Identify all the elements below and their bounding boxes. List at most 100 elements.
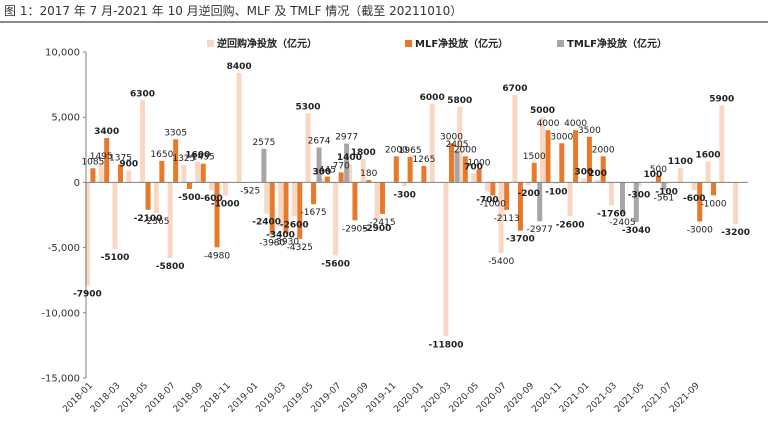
- bar: [636, 182, 642, 187]
- data-label: -300: [628, 190, 651, 200]
- data-label: -100: [545, 188, 568, 198]
- bar: [650, 181, 656, 183]
- data-label: -2600: [556, 220, 585, 230]
- bar: [540, 117, 546, 183]
- data-label: 3000: [440, 132, 463, 142]
- data-label: 6000: [420, 93, 445, 103]
- bar: [366, 180, 372, 183]
- data-label: -2900: [363, 224, 392, 234]
- data-label: 1600: [695, 151, 720, 161]
- bar: [98, 162, 104, 183]
- data-label: 2000: [385, 145, 408, 155]
- bar: [595, 179, 601, 183]
- bar: [264, 182, 270, 214]
- data-label: -2100: [134, 214, 163, 224]
- data-label: 3305: [164, 128, 187, 138]
- bar: [454, 151, 460, 183]
- bar: [338, 172, 344, 183]
- bar: [421, 165, 427, 183]
- bar: [305, 113, 311, 183]
- data-label: -5800: [156, 262, 185, 272]
- legend-label: MLF净投放（亿元）: [415, 37, 508, 50]
- bar: [140, 100, 146, 183]
- bar: [297, 182, 303, 239]
- data-label: 2405: [446, 140, 469, 150]
- x-tick-label: 2021-09: [668, 381, 702, 415]
- bar: [291, 182, 297, 217]
- bar: [222, 182, 228, 196]
- data-label: 3500: [578, 126, 601, 136]
- data-label: 5900: [709, 94, 734, 104]
- bar: [360, 158, 366, 183]
- bar: [567, 182, 573, 217]
- bar: [316, 147, 322, 183]
- bar: [261, 148, 267, 183]
- data-label: -3040: [622, 226, 651, 236]
- bar: [104, 138, 110, 183]
- data-label: -3700: [506, 235, 535, 245]
- bar: [181, 165, 187, 183]
- data-label: 445: [319, 166, 336, 176]
- data-label: -3000: [687, 226, 713, 236]
- bar: [126, 170, 132, 183]
- bar: [195, 161, 201, 183]
- bar: [498, 182, 504, 253]
- data-label: 1265: [412, 155, 435, 165]
- data-label: -2365: [143, 217, 169, 227]
- bar: [402, 182, 408, 187]
- data-label: -3980: [259, 238, 285, 248]
- bar: [633, 182, 639, 223]
- data-label: 1325: [172, 154, 195, 164]
- data-label: 300: [312, 167, 331, 177]
- data-label: 1400: [337, 153, 362, 163]
- legend-label: 逆回购净投放（亿元）: [217, 37, 317, 50]
- data-label: 300: [575, 167, 594, 177]
- y-tick-label: -10,000: [41, 308, 80, 319]
- bar: [608, 182, 614, 206]
- bar: [457, 106, 463, 183]
- data-label: 2000: [592, 145, 615, 155]
- bar: [600, 156, 606, 183]
- data-label: 5000: [530, 106, 555, 116]
- data-label: 3400: [94, 127, 119, 137]
- data-label: -3400: [266, 231, 295, 241]
- data-label: -5: [240, 186, 249, 196]
- bar: [581, 178, 587, 183]
- bar: [573, 130, 579, 183]
- data-label: -2113: [494, 214, 520, 224]
- legend: 逆回购净投放（亿元） MLF净投放（亿元） TMLF净投放（亿元）: [207, 37, 667, 50]
- legend-swatch: [207, 40, 214, 47]
- data-label: -2905: [342, 224, 368, 234]
- bar: [429, 104, 435, 183]
- bar: [711, 182, 717, 196]
- bar: [277, 182, 283, 227]
- bar: [209, 182, 215, 191]
- data-label: 1495: [90, 152, 113, 162]
- bar: [517, 182, 523, 231]
- bar: [531, 162, 537, 183]
- data-label: 1650: [150, 150, 173, 160]
- bar: [374, 182, 380, 221]
- data-label: 6700: [502, 84, 527, 94]
- data-label: -5600: [321, 259, 350, 269]
- bar: [333, 182, 339, 256]
- data-label: -4980: [204, 251, 230, 261]
- data-label: 200: [588, 169, 607, 179]
- data-label: 1435: [192, 153, 215, 163]
- bar: [471, 173, 477, 183]
- data-label: -600: [683, 194, 706, 204]
- data-label: 100: [643, 170, 662, 180]
- bar: [346, 164, 352, 183]
- data-label: 6300: [130, 89, 155, 99]
- bar: [214, 182, 220, 248]
- data-label: 1600: [185, 151, 210, 161]
- bar: [344, 143, 350, 183]
- bar: [153, 182, 159, 214]
- data-label: 1500: [523, 152, 546, 162]
- bar: [159, 160, 165, 183]
- legend-label: TMLF净投放（亿元）: [567, 37, 667, 50]
- data-label: -561: [654, 194, 674, 204]
- data-label: 2674: [308, 137, 331, 147]
